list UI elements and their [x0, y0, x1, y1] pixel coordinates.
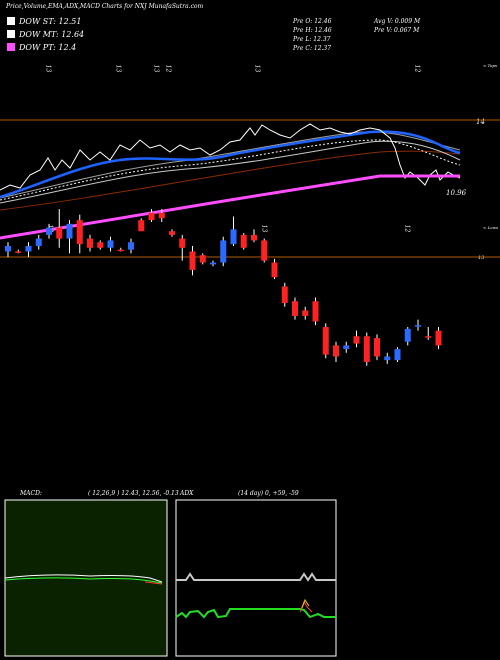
price-chart	[0, 119, 500, 366]
candle-body	[404, 328, 411, 342]
ema-line-gray-2	[0, 140, 461, 204]
macd-label: MACD:	[20, 490, 42, 497]
adx-yellow	[301, 598, 310, 609]
candle-body	[128, 242, 134, 250]
tops-marker: < Tops	[483, 63, 498, 68]
ema-line-blue	[0, 130, 461, 199]
candle-body	[35, 238, 42, 246]
candle-body	[333, 345, 339, 357]
candle-body	[56, 227, 63, 239]
candle-body	[384, 356, 391, 361]
candle-body	[435, 330, 442, 346]
candle-body	[302, 310, 309, 316]
candle-body	[271, 262, 278, 278]
adx-label: ADX	[180, 490, 194, 497]
legend-dow-mt: DOW MT: 12.64	[7, 30, 84, 39]
price-label-13: 13	[478, 255, 485, 261]
dotted-ema-line	[0, 139, 461, 201]
legend-dow-st: DOW ST: 12.51	[7, 17, 81, 26]
candle-body	[394, 349, 401, 361]
price-label-14: 14	[476, 118, 485, 126]
adx-plus-di-green	[175, 608, 336, 619]
candle-body	[107, 240, 114, 248]
candle-body	[46, 227, 52, 235]
candle-body	[363, 336, 370, 362]
macd-background	[4, 499, 168, 657]
ohlc-close: Pre C: 12.37	[293, 45, 332, 52]
candle-body	[76, 220, 83, 245]
candle-body	[179, 238, 186, 248]
adx-line-white	[176, 572, 336, 582]
candle-body	[25, 245, 32, 252]
candle-body	[87, 238, 93, 248]
candle-body	[415, 325, 421, 327]
candle-body	[292, 301, 298, 316]
ema-line-dark-red	[0, 150, 461, 211]
legend-swatch-mt	[7, 30, 15, 38]
candle-body	[189, 251, 196, 270]
candle-body	[15, 251, 22, 253]
candle-body	[261, 240, 268, 261]
candle-body	[97, 242, 104, 248]
ema-line-gray-1	[0, 131, 461, 199]
candle-body	[158, 212, 165, 219]
chart-title: Price,Volume,EMA,ADX,MACD Charts for NXJ…	[6, 3, 204, 10]
ohlc-open: Pre O: 12.46	[293, 18, 332, 25]
legend-dow-pt: DOW PT: 12.4	[7, 43, 76, 52]
candle-body	[230, 229, 237, 245]
candle-body	[169, 231, 175, 235]
candle-body	[66, 223, 73, 239]
candle-body	[5, 245, 11, 252]
macd-signal-green	[4, 577, 163, 584]
candle-body	[251, 234, 257, 241]
candle-body	[148, 212, 155, 221]
adx-minus-di-red	[299, 600, 313, 613]
candle-body	[199, 255, 206, 263]
macd-histogram-red	[144, 581, 163, 585]
adx-background	[175, 499, 337, 657]
candle-body	[138, 220, 145, 232]
candle-body	[374, 338, 380, 357]
candlestick-series	[5, 209, 442, 366]
candle-body	[210, 262, 216, 265]
candle-body	[240, 234, 247, 248]
legend-swatch-pt	[7, 43, 15, 51]
macd-values: ( 12,26,9 ) 12.43, 12.56, -0.13	[88, 490, 179, 497]
pre-volume: Pre V: 0.067 M	[374, 27, 420, 34]
adx-values: (14 day) 0, +59, -59	[238, 490, 299, 497]
avg-volume: Avg V: 0.009 M	[374, 18, 421, 25]
candle-body	[425, 336, 432, 338]
price-label-1096: 10.96	[446, 189, 467, 197]
legend-swatch-st	[7, 17, 15, 25]
lows-marker: < Lows	[483, 225, 499, 230]
candle-body	[281, 286, 288, 304]
candle-body	[312, 301, 319, 322]
candle-body	[117, 249, 124, 252]
candle-body	[220, 240, 227, 263]
ohlc-low: Pre L: 12.37	[293, 36, 331, 43]
ohlc-high: Pre H: 12.46	[293, 27, 332, 34]
macd-line-white	[4, 574, 163, 583]
candle-body	[353, 336, 360, 344]
candle-body	[322, 326, 329, 355]
candle-body	[343, 345, 350, 350]
